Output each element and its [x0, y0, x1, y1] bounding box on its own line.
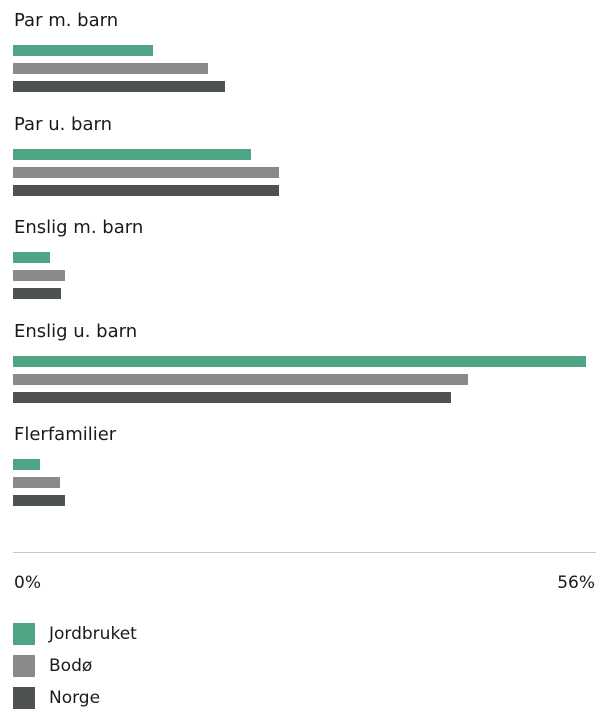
category-label-par-u-barn: Par u. barn — [14, 113, 112, 135]
legend-label-jordbruket: Jordbruket — [49, 624, 137, 644]
legend-label-norge: Norge — [49, 688, 101, 708]
bar-par-u-barn-bodo — [13, 166, 279, 178]
bar-enslig-u-barn-bodo — [13, 373, 469, 385]
bar-enslig-m-barn-jordbruket — [13, 252, 51, 263]
legend-swatch-norge — [13, 687, 35, 709]
category-label-enslig-u-barn: Enslig u. barn — [14, 320, 138, 342]
category-label-par-m-barn: Par m. barn — [14, 10, 119, 31]
bar-par-u-barn-jordbruket — [13, 148, 251, 160]
legend-swatch-jordbruket — [13, 623, 35, 645]
bar-par-u-barn-norge — [13, 184, 279, 196]
legend-swatch-bodo — [13, 655, 35, 677]
bar-par-m-barn-norge — [13, 81, 226, 92]
category-label-enslig-m-barn: Enslig m. barn — [14, 217, 144, 238]
bar-par-m-barn-bodo — [13, 63, 208, 74]
bar-enslig-m-barn-norge — [13, 288, 62, 299]
legend-item-norge: Norge — [13, 687, 100, 709]
x-tick-label-max: 56% — [557, 573, 595, 593]
bar-flerfamilier-norge — [13, 495, 65, 506]
bar-flerfamilier-jordbruket — [13, 459, 40, 470]
bar-enslig-u-barn-norge — [13, 391, 451, 403]
x-axis-line — [13, 552, 596, 553]
legend-item-bodo: Bodø — [13, 655, 92, 677]
bar-flerfamilier-bodo — [13, 477, 61, 488]
legend-item-jordbruket: Jordbruket — [13, 623, 137, 645]
x-tick-label-min: 0% — [14, 573, 41, 593]
bar-enslig-u-barn-jordbruket — [13, 355, 586, 367]
legend-label-bodo: Bodø — [49, 656, 93, 676]
bar-enslig-m-barn-bodo — [13, 270, 65, 281]
category-label-flerfamilier: Flerfamilier — [14, 424, 117, 445]
bar-par-m-barn-jordbruket — [13, 45, 154, 56]
